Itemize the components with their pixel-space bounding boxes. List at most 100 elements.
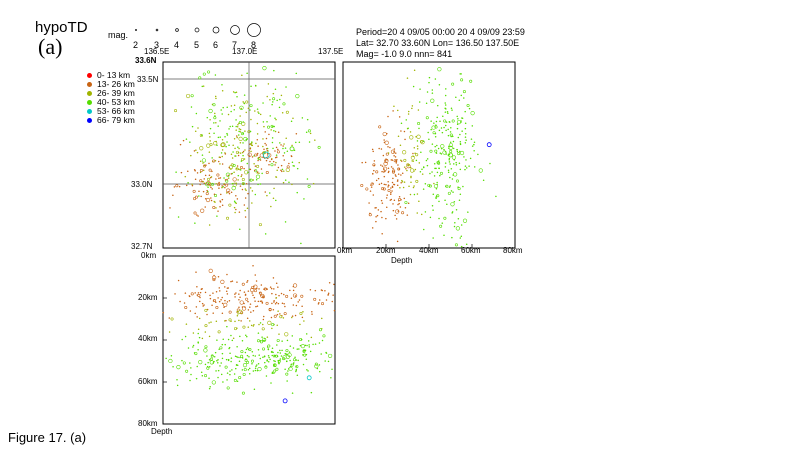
mag-scale-circle [230,25,240,35]
event-point [300,294,304,298]
event-point [199,160,202,163]
event-point [246,281,248,283]
event-point [391,181,394,184]
event-point [290,120,293,123]
event-point [230,163,234,167]
event-point [218,287,221,289]
event-point [258,288,260,290]
legend-entry-2: 26- 39 km [87,89,135,98]
event-point [280,292,283,295]
event-point [246,347,249,349]
event-point [407,164,410,167]
event-point [391,190,393,192]
event-point [227,177,230,179]
event-point [231,280,234,282]
event-point [396,184,399,187]
event-point [285,137,287,140]
event-point [324,360,326,362]
event-point [230,360,232,363]
event-point [260,284,263,286]
event-point [383,139,385,141]
event-point [221,186,223,189]
event-point [207,70,211,74]
event-point [270,382,272,384]
event-point [208,322,210,324]
event-point [231,125,234,128]
event-point [266,95,268,98]
event-point [254,165,257,167]
event-point [224,153,227,155]
event-point [242,325,246,329]
event-point [438,160,440,162]
lat-tick-label: 33.5N [137,75,159,84]
event-point [278,362,280,365]
event-point [380,148,383,150]
event-point [242,101,244,103]
event-point [270,158,273,161]
event-point [239,115,241,117]
event-point [217,210,219,212]
event-point [364,161,367,164]
event-point [248,149,250,152]
event-point [280,94,283,97]
event-point [449,163,451,165]
event-point [208,365,211,368]
event-point [387,146,389,148]
event-point [224,179,227,181]
event-point [413,69,416,71]
event-point [218,348,220,351]
event-point [436,161,440,165]
event-point [226,134,229,136]
event-point [265,170,269,174]
event-point [244,188,247,190]
event-point [245,189,247,192]
event-point [217,136,220,139]
event-point [435,124,437,126]
event-point [300,242,302,245]
event-point [378,183,381,185]
event-point [202,180,204,183]
event-point [201,154,204,156]
event-point [306,369,308,371]
event-point [273,372,275,374]
event-point [450,135,452,138]
event-point [249,306,251,308]
event-point [228,310,232,314]
event-point [436,171,439,174]
event-point [228,318,232,322]
event-point [460,94,463,97]
event-point [445,185,447,188]
event-point [397,203,399,206]
event-point [298,161,300,164]
event-point [267,361,270,363]
event-point [216,215,218,217]
event-point [443,148,445,151]
event-point [273,69,275,72]
event-point [217,359,219,361]
event-point [459,142,462,145]
event-point [261,295,265,299]
event-point [396,158,398,161]
event-point [217,376,219,379]
event-point [251,363,253,365]
event-point [211,304,213,306]
event-point [371,227,374,229]
event-point [282,317,285,319]
event-point [245,183,248,185]
event-point [219,163,221,165]
event-point [238,134,240,136]
event-point [387,186,389,188]
event-point [215,370,217,372]
event-point [267,354,270,357]
event-point [406,164,411,169]
event-point [431,143,434,145]
event-point [227,358,230,361]
event-point [273,125,275,128]
event-point [460,245,463,248]
event-point [420,140,425,145]
event-point [219,156,221,159]
large-event-circle [262,151,270,159]
event-point [178,185,181,188]
event-point [290,155,293,158]
event-point [236,310,239,313]
